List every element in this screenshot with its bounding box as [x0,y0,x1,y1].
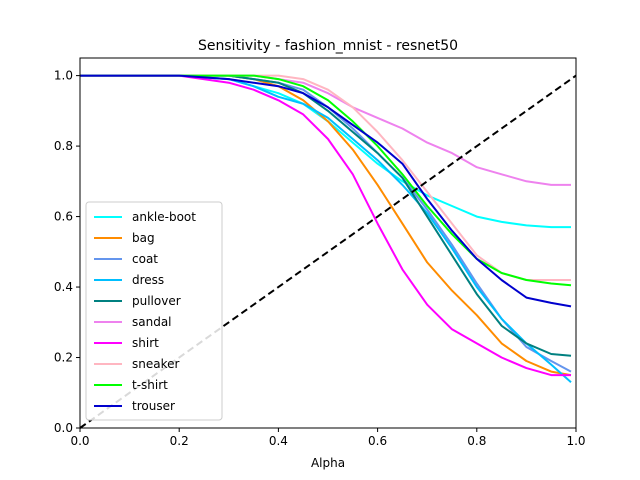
legend-label-coat: coat [132,252,158,266]
x-tick-label: 0.8 [467,434,486,448]
x-tick-label: 0.2 [170,434,189,448]
legend-label-pullover: pullover [132,294,181,308]
legend-label-shirt: shirt [132,336,159,350]
legend-label-trouser: trouser [132,399,175,413]
x-tick-label: 0.6 [368,434,387,448]
y-tick-label: 0.6 [54,210,73,224]
y-tick-label: 0.0 [54,421,73,435]
chart-title: Sensitivity - fashion_mnist - resnet50 [198,38,458,54]
series-layer [80,74,572,383]
series-line-shirt [80,74,571,377]
legend: ankle-boot bag coat dress pullover sandal shir… [85,201,223,421]
legend-label-bag: bag [132,231,155,245]
x-tick-label: 0.0 [70,434,89,448]
legend-label-sneaker: sneaker [132,357,179,371]
plot-frame [79,57,577,429]
legend-label-sandal: sandal [132,315,172,329]
x-axis-label: Alpha [311,456,345,470]
y-tick-label: 0.2 [54,351,73,365]
y-tick-label: 0.8 [54,139,73,153]
legend-box [85,201,223,421]
legend-label-ankle-boot: ankle-boot [132,210,196,224]
y-tick-label: 1.0 [54,69,73,83]
legend-label-dress: dress [132,273,164,287]
x-tick-label: 0.4 [269,434,288,448]
y-tick-label: 0.4 [54,280,73,294]
ticks-layer: 0.0 0.2 0.4 0.6 0.8 1.0 0.0 0.2 0.4 0.6 0.8 1.0 [54,69,586,448]
series-line-trouser [80,74,572,308]
x-tick-label: 1.0 [566,434,585,448]
legend-label-t-shirt: t-shirt [132,378,168,392]
